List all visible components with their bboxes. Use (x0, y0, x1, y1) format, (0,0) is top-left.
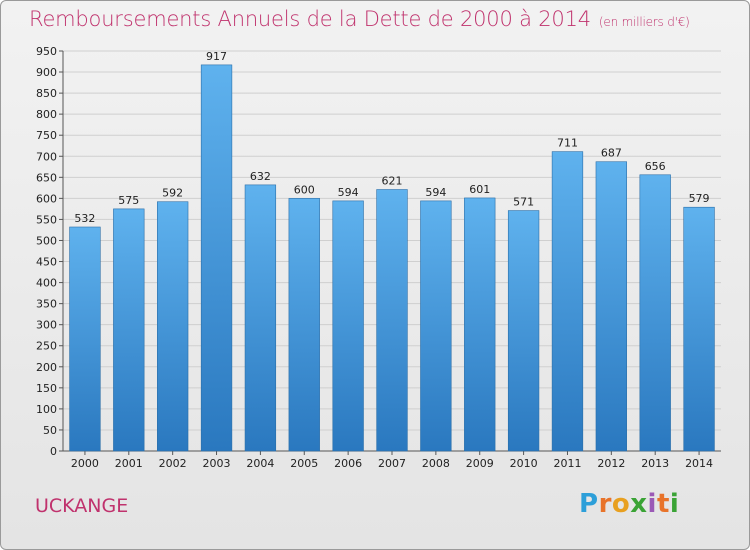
x-tick-label-2012: 2012 (597, 457, 625, 470)
x-tick-label-2006: 2006 (334, 457, 362, 470)
x-tick-label-2005: 2005 (290, 457, 318, 470)
bars (69, 64, 715, 452)
logo-letter: i (647, 489, 657, 519)
y-tick-label: 650 (36, 171, 57, 184)
x-tick-label-2003: 2003 (203, 457, 231, 470)
bar-2005 (288, 198, 320, 452)
y-tick-label: 450 (36, 256, 57, 269)
bar-2004 (244, 184, 277, 452)
x-tick-label-2008: 2008 (422, 457, 450, 470)
data-label-2014: 579 (689, 192, 710, 205)
bar-2003 (200, 64, 233, 452)
x-tick-label-2014: 2014 (685, 457, 713, 470)
y-tick-label: 400 (36, 277, 57, 290)
data-label-2007: 621 (382, 175, 403, 188)
x-tick-label-2000: 2000 (71, 457, 99, 470)
bar-2002 (157, 201, 189, 452)
data-label-2006: 594 (338, 186, 359, 199)
logo-letter: o (611, 489, 631, 519)
data-label-2000: 532 (74, 212, 95, 225)
y-tick-label: 750 (36, 129, 57, 142)
x-tick-label-2001: 2001 (115, 457, 143, 470)
proxiti-logo: Proxiti (579, 489, 679, 519)
bar-2008 (420, 200, 452, 452)
bar-2000 (69, 226, 101, 452)
y-tick-label: 850 (36, 87, 57, 100)
data-label-2002: 592 (162, 187, 183, 200)
logo-letter: P (579, 489, 599, 519)
data-label-2004: 632 (250, 170, 271, 183)
data-label-2005: 600 (294, 183, 315, 196)
data-label-2011: 711 (557, 137, 578, 150)
bar-2009 (464, 197, 496, 452)
logo-letter: t (656, 489, 670, 519)
bar-2011 (551, 151, 584, 452)
y-tick-label: 100 (36, 403, 57, 416)
logo-letter: r (598, 489, 612, 519)
x-tick-label-2011: 2011 (553, 457, 581, 470)
y-tick-label: 300 (36, 319, 57, 332)
y-tick-label: 250 (36, 340, 57, 353)
x-tick-label-2010: 2010 (510, 457, 538, 470)
data-label-2010: 571 (513, 196, 534, 209)
logo-letter: x (630, 489, 648, 519)
city-name: UCKANGE (35, 495, 129, 517)
y-tick-label: 200 (36, 361, 57, 374)
data-label-2003: 917 (206, 50, 227, 63)
y-tick-label: 800 (36, 108, 57, 121)
y-tick-label: 150 (36, 382, 57, 395)
chart-title: Remboursements Annuels de la Dette de 20… (29, 7, 690, 31)
y-tick-label: 500 (36, 234, 57, 247)
y-tick-label: 900 (36, 66, 57, 79)
bar-2014 (683, 206, 715, 452)
y-tick-label: 600 (36, 192, 57, 205)
x-tick-label-2004: 2004 (246, 457, 274, 470)
bar-2007 (376, 189, 408, 452)
bar-2010 (507, 210, 540, 452)
chart-title-text: Remboursements Annuels de la Dette de 20… (29, 7, 591, 31)
data-label-2013: 656 (645, 160, 666, 173)
x-tick-label-2009: 2009 (466, 457, 494, 470)
data-label-2009: 601 (469, 183, 490, 196)
data-label-2008: 594 (425, 186, 446, 199)
labels: 0 50 100 150 200 250 300 350 400 450 500 550 600 650 7… (36, 45, 713, 470)
bar-2012 (595, 161, 627, 452)
data-label-2012: 687 (601, 147, 622, 160)
x-tick-label-2013: 2013 (641, 457, 669, 470)
chart-title-unit: (en milliers d'€) (598, 15, 690, 29)
x-tick-label-2007: 2007 (378, 457, 406, 470)
bar-2013 (639, 174, 671, 452)
y-tick-label: 950 (36, 45, 57, 58)
logo-letter: i (669, 489, 680, 519)
bar-2001 (113, 208, 145, 452)
y-tick-label: 0 (50, 445, 57, 458)
y-tick-label: 700 (36, 150, 57, 163)
data-label-2001: 575 (118, 194, 139, 207)
x-tick-label-2002: 2002 (159, 457, 187, 470)
y-tick-label: 550 (36, 213, 57, 226)
y-tick-label: 50 (43, 424, 57, 437)
bar-2006 (332, 200, 364, 452)
y-tick-label: 350 (36, 298, 57, 311)
